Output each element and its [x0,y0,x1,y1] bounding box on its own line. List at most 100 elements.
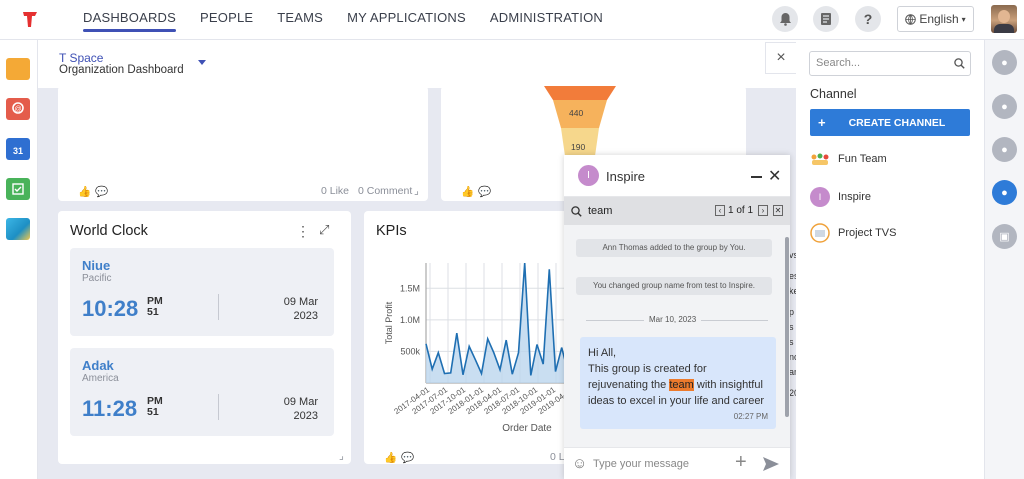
group-icon[interactable]: ● [992,180,1017,205]
timezone-time: 10:28 [82,296,139,321]
users-icon[interactable]: ● [992,137,1017,162]
channel-item[interactable]: Project TVS [810,223,897,243]
minimize-icon[interactable] [751,176,762,178]
message-bubble[interactable]: Hi All, This group is created for rejuve… [580,337,776,429]
top-bar: DASHBOARDS PEOPLE TEAMS MY APPLICATIONS … [0,0,1024,40]
plus-icon[interactable]: + [735,451,747,473]
plus-icon: + [818,115,826,130]
funnel-label: 440 [569,108,584,118]
channel-item[interactable]: I Inspire [810,187,871,207]
message-line: Hi All, [588,347,617,359]
emoji-icon[interactable]: ☺ [572,455,588,472]
dashboard-name[interactable]: Organization Dashboard [59,64,184,76]
caret-down-icon[interactable] [198,60,206,65]
search-icon[interactable] [954,58,965,69]
y-tick-label: 1.0M [400,315,420,325]
space-name[interactable]: T Space [59,51,104,65]
nav-administration[interactable]: ADMINISTRATION [489,10,603,25]
message-time: 02:27 PM [733,412,768,421]
comment-count[interactable]: 0 Comment [358,185,413,197]
search-icon [571,206,582,217]
next-match-icon[interactable]: › [758,205,768,216]
close-icon[interactable]: ✕ [768,168,782,185]
chevron-down-icon: ▾ [961,14,966,24]
background-text: vs es ke p s s nc an 20 [789,250,800,398]
tasks-icon[interactable] [6,178,30,200]
chat-window: I Inspire ✕ team ‹ 1 of 1 › ✕ Ann Thomas… [564,155,790,479]
nav-people[interactable]: PEOPLE [200,10,254,25]
card-title: KPIs [376,223,407,239]
timezone-date: 09 Mar 2023 [283,296,318,322]
resize-icon[interactable]: ⌟ [414,185,419,197]
timezone-date: 09 Mar 2023 [283,396,318,422]
like-icon[interactable]: 👍 [384,452,398,464]
channel-avatar: I [810,187,830,207]
user-icon[interactable]: ● [992,94,1017,119]
create-channel-label: CREATE CHANNEL [848,116,946,129]
chat-header: I Inspire ✕ [564,155,790,197]
x-axis-label: Order Date [502,423,552,434]
comment-icon[interactable]: 💬 [95,186,109,198]
message-input[interactable]: Type your message [593,458,689,470]
card-title: World Clock [70,223,148,239]
like-count[interactable]: 0 L [550,451,565,463]
mail-icon[interactable]: @ [6,98,30,120]
timezone-name: Niue [82,258,111,273]
app-logo[interactable] [22,10,38,28]
chat-search-input[interactable]: team [588,205,613,217]
chat-input-bar: ☺ Type your message + [564,447,790,479]
series-line [425,262,575,377]
comment-icon[interactable]: 💬 [478,186,492,198]
date-divider: Mar 10, 2023 [644,315,702,324]
channel-name: Inspire [838,191,872,203]
expand-icon[interactable]: ⤢ [319,222,330,237]
user-avatar[interactable] [991,5,1017,33]
channel-item[interactable]: Fun Team [810,152,887,166]
nav-dashboards[interactable]: DASHBOARDS [83,0,177,40]
message-text: This group is created for rejuvenating t… [588,363,765,407]
nav-my-applications[interactable]: MY APPLICATIONS [347,10,466,25]
divider [218,394,219,420]
channel-name: Fun Team [838,153,887,165]
timezone-ampm: PM 51 [147,295,163,318]
chat-avatar: I [578,165,599,186]
close-panel-button[interactable]: × [765,42,797,74]
y-tick-label: 1.5M [400,283,420,293]
calendar-check-icon[interactable]: ▣ [992,224,1017,249]
close-search-icon[interactable]: ✕ [773,205,783,216]
more-icon[interactable]: ⋮ [296,223,310,239]
match-count: 1 of 1 [728,205,754,216]
chat-messages: Ann Thomas added to the group by You. Yo… [564,225,790,447]
folder-icon[interactable] [6,58,30,80]
like-icon[interactable]: 👍 [78,186,92,198]
timezone-name: Adak [82,358,114,373]
nav-teams[interactable]: TEAMS [277,10,324,25]
divider [218,294,219,320]
create-channel-button[interactable]: + CREATE CHANNEL [810,109,970,136]
resize-icon[interactable]: ⌟ [339,450,344,462]
help-icon[interactable]: ? [855,6,881,32]
channel-search-input[interactable]: Search... [809,51,971,76]
bell-icon[interactable] [772,6,798,32]
gallery-icon[interactable] [6,218,30,240]
channel-name: Project TVS [838,227,897,239]
like-icon[interactable]: 👍 [461,186,475,198]
send-icon[interactable] [762,456,780,472]
svg-text:@: @ [14,106,21,113]
calendar-icon[interactable]: 31 [6,138,30,160]
chat-bubble-icon[interactable]: ● [992,50,1017,75]
app-sidebar: @ 31 [0,40,38,479]
document-icon[interactable] [813,6,839,32]
like-count[interactable]: 0 Like [321,185,350,197]
area-fill [426,263,574,383]
chat-search-bar: team ‹ 1 of 1 › ✕ [564,197,790,225]
globe-icon [905,13,917,25]
prev-match-icon[interactable]: ‹ [715,205,725,216]
language-select[interactable]: English ▾ [897,6,974,32]
timezone-time: 11:28 [82,396,138,421]
scrollbar[interactable] [785,237,789,417]
project-icon [810,223,830,243]
search-highlight: team [669,379,694,391]
channel-panel: Search... Channel + CREATE CHANNEL Fun T… [796,40,984,479]
comment-icon[interactable]: 💬 [401,452,415,464]
